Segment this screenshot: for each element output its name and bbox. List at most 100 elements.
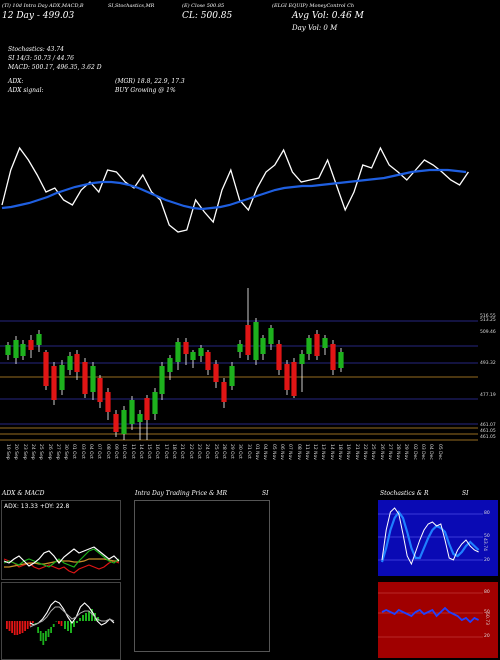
candle xyxy=(97,375,103,408)
macd-histogram-bar xyxy=(52,624,55,627)
si-line xyxy=(381,606,479,624)
date-label: 22 Oct xyxy=(187,444,193,459)
macd-histogram-bar xyxy=(88,611,90,621)
candle xyxy=(183,338,189,365)
intraday-panel-title: Intra Day Trading Price & MR xyxy=(135,490,228,497)
header-avg-volume: Avg Vol: 0.46 M xyxy=(292,11,364,21)
candle-body xyxy=(221,382,227,402)
candle xyxy=(284,360,290,395)
candle-body xyxy=(330,344,336,370)
macd-histogram-bar xyxy=(13,621,16,635)
date-label: 25 Sep xyxy=(38,444,44,460)
candle-body xyxy=(213,364,219,382)
header-close-small: (E) Close 500.85 xyxy=(182,3,225,9)
date-label: 26 Sep xyxy=(46,444,52,460)
candle xyxy=(82,358,88,398)
candle-body xyxy=(205,352,211,370)
candle xyxy=(36,330,42,352)
date-label: 23 Sep xyxy=(21,444,27,460)
date-label: 04 Nov xyxy=(262,444,268,460)
date-label: 18 Nov xyxy=(337,444,342,460)
candle xyxy=(43,350,49,390)
price-level-label: 477.19 xyxy=(480,393,496,398)
candle xyxy=(229,362,235,390)
macd-histogram-bar xyxy=(19,621,21,634)
macd-histogram-bar xyxy=(8,621,11,631)
si-readout: SI 14/3: 50.73 / 44.76 xyxy=(8,55,74,62)
date-label: 05 Nov xyxy=(270,444,276,460)
macd-histogram-bar xyxy=(50,627,52,633)
stoch-panel-si: SI xyxy=(462,490,469,497)
header-title-mid: SI,Stochastics,MR xyxy=(108,3,155,9)
stoch-value: 43.74 xyxy=(481,538,487,551)
date-label: 18 Oct xyxy=(171,444,176,459)
si-panel-lines xyxy=(378,592,483,638)
candle-body xyxy=(90,366,96,392)
price-level-label: 509.46 xyxy=(480,330,496,335)
macd-histogram-bar xyxy=(39,631,42,641)
header-title-left: (Tl) 10d Intra Day ADX,MACD,B xyxy=(2,3,84,9)
macd-histogram-bar xyxy=(85,613,87,621)
stoch-tick-20: 20 xyxy=(484,558,490,563)
date-label: 09 Oct xyxy=(112,444,118,459)
date-label: 06 Nov xyxy=(278,444,284,460)
candle xyxy=(245,288,251,360)
candle-body xyxy=(152,392,158,414)
candle xyxy=(260,335,266,360)
price-level-label: 461.05 xyxy=(480,429,496,434)
candle-body xyxy=(291,362,297,396)
macd-histogram-bar xyxy=(11,621,13,633)
macd-panel xyxy=(1,582,121,660)
main-price-chart xyxy=(0,146,478,441)
candle xyxy=(205,350,211,375)
price-level-label: 461.05 xyxy=(480,435,496,440)
date-label: 04 Oct xyxy=(88,444,93,459)
macd-histogram-bar xyxy=(58,621,60,624)
date-label: 10 Oct xyxy=(121,444,127,459)
si-panel: 80 50 20 50.73 xyxy=(378,582,498,658)
candle-body xyxy=(159,366,165,394)
candle xyxy=(338,348,344,372)
date-label: 30 Sep xyxy=(63,444,69,460)
candle xyxy=(59,360,65,395)
oscillator-line xyxy=(1,146,469,233)
adx-panel: ADX: 13.33 +DY: 22.8 xyxy=(1,500,121,580)
candle-body xyxy=(245,325,251,355)
candle-body xyxy=(338,352,344,368)
candle xyxy=(5,342,11,360)
candle xyxy=(113,410,119,437)
candle-body xyxy=(121,410,127,434)
date-label: 01 Oct xyxy=(71,444,77,459)
candle-body xyxy=(113,414,119,432)
candle-body xyxy=(322,338,328,348)
header-symbol: (ELGI EQUIP) MoneyControl Ch xyxy=(272,3,355,9)
date-label: 17 Oct xyxy=(162,444,168,459)
candle xyxy=(121,406,127,440)
date-label: 12 Nov xyxy=(312,444,318,460)
candle xyxy=(299,350,305,392)
candle-body xyxy=(129,400,135,424)
candle-body xyxy=(284,364,290,390)
candle-body xyxy=(67,356,73,370)
date-label: 20 Sep xyxy=(13,444,19,460)
macd-histogram-bar xyxy=(76,621,78,623)
stoch-panel-title: Stochastics & R xyxy=(380,490,429,497)
date-label: 05 Dec xyxy=(436,444,442,460)
macd-histogram-bar xyxy=(67,621,69,631)
price-level-label: 493.32 xyxy=(480,361,496,366)
candle xyxy=(159,362,165,400)
candle xyxy=(152,388,158,420)
stochastics-readout: Stochastics: 43.74 xyxy=(8,46,64,53)
candle xyxy=(20,340,26,360)
date-label: 23 Oct xyxy=(195,444,201,459)
date-label: 25 Nov xyxy=(370,444,376,460)
adx-line xyxy=(3,558,120,574)
candle xyxy=(221,378,227,408)
candle xyxy=(74,350,80,380)
candle xyxy=(175,338,181,370)
candle-body xyxy=(175,342,181,362)
date-label: 29 Oct xyxy=(229,444,235,459)
si-value: 50.73 xyxy=(483,612,489,625)
macd-histogram-bar xyxy=(45,631,47,641)
candle-body xyxy=(268,328,274,344)
